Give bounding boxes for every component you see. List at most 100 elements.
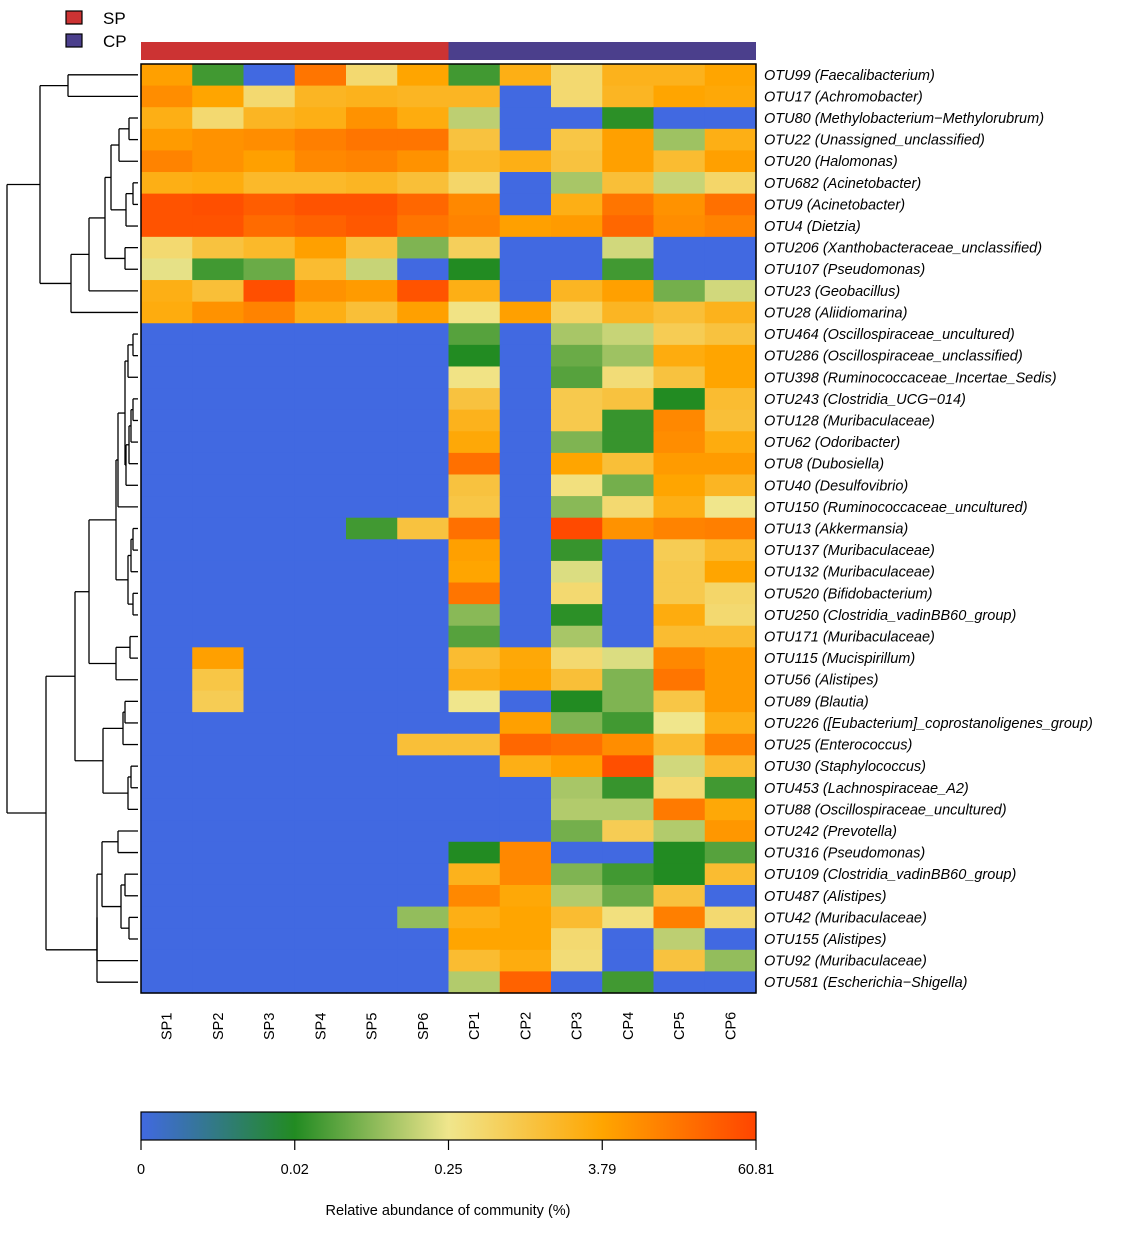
- heatmap-cell: [704, 64, 757, 87]
- heatmap-cell: [602, 128, 655, 152]
- heatmap-cell: [499, 64, 552, 87]
- heatmap-cell: [294, 64, 347, 87]
- heatmap-cell: [704, 776, 757, 800]
- heatmap-cell: [602, 712, 655, 735]
- heatmap-cell: [346, 64, 398, 87]
- heatmap-cell: [704, 301, 757, 324]
- heatmap-cell: [653, 301, 706, 324]
- row-label: OTU398 (Ruminococcaceae_Incertae_Sedis): [764, 370, 1057, 386]
- heatmap-cell: [448, 798, 501, 821]
- heatmap-cell: [499, 366, 552, 389]
- heatmap-cell: [346, 971, 398, 994]
- heatmap-cell: [192, 107, 245, 130]
- heatmap-cell: [141, 560, 193, 584]
- heatmap-cell: [704, 388, 757, 411]
- heatmap-cell: [602, 820, 655, 843]
- column-label: SP6: [416, 1013, 432, 1040]
- row-label: OTU115 (Mucispirillum): [764, 651, 915, 667]
- row-label: OTU316 (Pseudomonas): [764, 846, 925, 862]
- heatmap-cell: [346, 474, 398, 497]
- heatmap-cell: [551, 301, 603, 324]
- heatmap-cell: [602, 798, 655, 821]
- heatmap-cell: [653, 85, 706, 108]
- heatmap-cell: [602, 755, 655, 778]
- heatmap-cell: [704, 841, 757, 864]
- heatmap-cell: [397, 820, 450, 843]
- heatmap-cell: [448, 107, 501, 130]
- heatmap-cell: [448, 64, 501, 87]
- row-label: OTU453 (Lachnospiraceae_A2): [764, 781, 969, 797]
- row-label: OTU56 (Alistipes): [764, 673, 878, 689]
- row-label: OTU487 (Alistipes): [764, 889, 886, 905]
- row-label: OTU243 (Clostridia_UCG−014): [764, 392, 966, 408]
- row-label: OTU89 (Blautia): [764, 694, 869, 710]
- heatmap-cell: [397, 755, 450, 778]
- heatmap-cell: [653, 172, 706, 195]
- heatmap-cell: [704, 906, 757, 929]
- heatmap-cell: [192, 452, 245, 476]
- heatmap-cell: [397, 323, 450, 346]
- heatmap-cell: [243, 928, 296, 951]
- heatmap-cell: [448, 431, 501, 454]
- heatmap-cell: [704, 409, 757, 432]
- heatmap-cell: [141, 798, 193, 821]
- heatmap-cell: [653, 712, 706, 735]
- heatmap-cell: [141, 884, 193, 908]
- heatmap-cell: [448, 128, 501, 152]
- row-label: OTU520 (Bifidobacterium): [764, 586, 932, 602]
- heatmap-cell: [602, 949, 655, 972]
- row-label: OTU88 (Oscillospiraceae_uncultured): [764, 802, 1007, 818]
- heatmap-cell: [602, 280, 655, 303]
- heatmap-cell: [448, 625, 501, 648]
- heatmap-cell: [141, 949, 193, 972]
- heatmap-cell: [243, 949, 296, 972]
- column-label: SP4: [313, 1013, 329, 1040]
- heatmap-cell: [704, 431, 757, 454]
- legend-swatch-cp: [65, 33, 83, 48]
- heatmap-cell: [551, 625, 603, 648]
- heatmap-cell: [551, 344, 603, 368]
- row-label: OTU42 (Muribaculaceae): [764, 910, 927, 926]
- heatmap-cell: [141, 409, 193, 432]
- heatmap-cell: [499, 798, 552, 821]
- heatmap-cell: [141, 841, 193, 864]
- heatmap-cell: [499, 323, 552, 346]
- heatmap-cell: [602, 971, 655, 994]
- heatmap-cell: [704, 496, 757, 519]
- heatmap-cell: [602, 884, 655, 908]
- heatmap-cell: [704, 280, 757, 303]
- heatmap-cell: [141, 474, 193, 497]
- heatmap-cell: [551, 85, 603, 108]
- heatmap-cell: [551, 366, 603, 389]
- heatmap-cell: [499, 193, 552, 216]
- heatmap-cell: [653, 323, 706, 346]
- heatmap-cell: [499, 344, 552, 368]
- heatmap-cell: [448, 841, 501, 864]
- heatmap-cell: [499, 172, 552, 195]
- column-label: SP1: [160, 1013, 176, 1040]
- heatmap-cell: [653, 280, 706, 303]
- heatmap-cell: [653, 215, 706, 238]
- heatmap-cell: [653, 776, 706, 800]
- heatmap-cell: [397, 733, 450, 756]
- heatmap-cell: [346, 690, 398, 713]
- heatmap-cell: [704, 820, 757, 843]
- heatmap-cell: [192, 841, 245, 864]
- heatmap-cell: [653, 798, 706, 821]
- heatmap-cell: [192, 582, 245, 605]
- heatmap-cell: [192, 236, 245, 260]
- heatmap-cell: [551, 236, 603, 260]
- heatmap-cell: [346, 776, 398, 800]
- heatmap-cell: [551, 107, 603, 130]
- heatmap-cell: [294, 906, 347, 929]
- heatmap-cell: [346, 236, 398, 260]
- heatmap-cell: [141, 388, 193, 411]
- heatmap-cell: [192, 193, 245, 216]
- heatmap-cell: [448, 280, 501, 303]
- heatmap-cell: [448, 690, 501, 713]
- heatmap-cell: [141, 452, 193, 476]
- heatmap-cell: [192, 128, 245, 152]
- heatmap-cell: [141, 625, 193, 648]
- heatmap-cell: [294, 215, 347, 238]
